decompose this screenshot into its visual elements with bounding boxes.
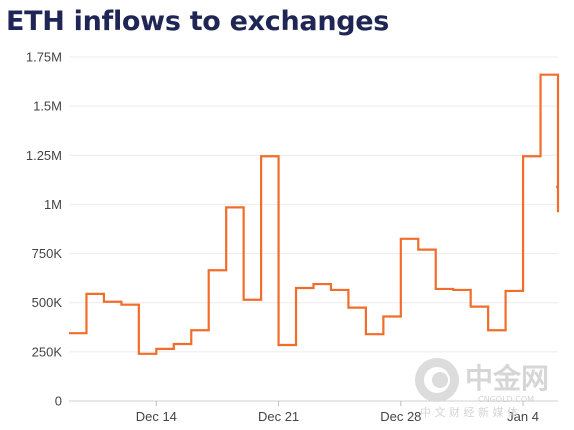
x-axis: Dec 14 Dec 21 Dec 28 Jan 4 [136,401,539,424]
y-tick-label: 500K [32,295,63,310]
watermark-text: 中金网 [465,362,549,395]
x-tick-label: Dec 14 [136,409,177,424]
y-tick-label: 750K [32,246,63,261]
x-tick-label: Dec 21 [258,409,299,424]
series-line-0 [69,73,560,355]
watermark-subtitle: 中 文 财 经 新 媒 体 [420,405,518,419]
y-axis: 0 250K 500K 750K 1M 1.25M 1.5M 1.75M [26,50,62,409]
y-tick-label: 1.5M [33,99,62,114]
watermark-latin: CNGOLD.COM [478,395,534,404]
y-tick-label: 250K [32,344,63,359]
watermark-logo: 中金网 CNGOLD.COM 中 文 财 经 新 媒 体 [415,358,549,419]
y-tick-label: 1.75M [26,50,62,65]
series-layer [69,73,560,355]
chart-title: ETH inflows to exchanges [6,6,390,37]
y-tick-label: 1.25M [26,148,62,163]
gridlines [69,56,558,402]
y-tick-label: 1M [44,197,62,212]
x-tick-label: Dec 28 [380,409,421,424]
x-tick-label: Jan 4 [507,409,539,424]
watermark-coin-core [432,372,448,388]
y-tick-label: 0 [55,394,62,409]
